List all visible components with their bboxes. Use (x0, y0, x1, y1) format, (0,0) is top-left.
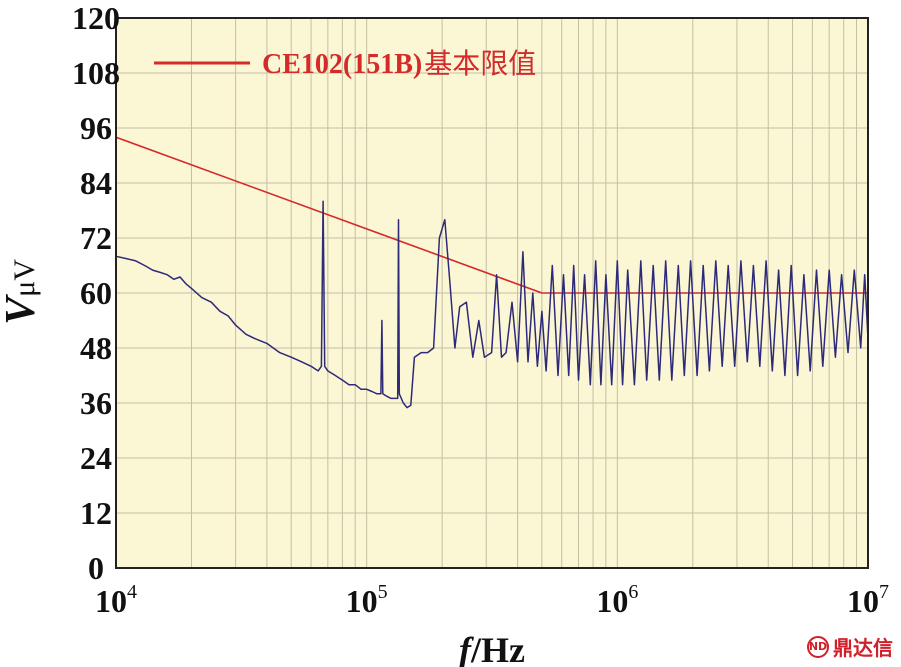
legend: CE102(151B)基本限值 (154, 48, 536, 80)
legend-label-latin: CE102(151B) (262, 49, 422, 80)
y-tick-label: 48 (80, 330, 112, 366)
watermark-logo-icon: ND (807, 635, 829, 658)
legend-label-cjk: 基本限值 (424, 48, 536, 80)
x-tick-label: 107 (847, 581, 889, 619)
y-tick-label: 96 (80, 110, 112, 146)
x-tick-label: 106 (596, 581, 638, 619)
y-tick-label: 36 (80, 385, 112, 421)
y-tick-label: 108 (72, 55, 120, 91)
series-line-limit (115, 136, 868, 294)
y-tick-label: 72 (80, 220, 112, 256)
y-tick-label: 12 (80, 495, 112, 531)
series-line-measured (115, 200, 869, 409)
x-axis-title: f/Hz (459, 630, 525, 667)
y-tick-label: 24 (80, 440, 112, 476)
y-tick-label: 0 (88, 550, 104, 586)
y-tick-label: 60 (80, 275, 112, 311)
y-axis-title-symbol: V (0, 294, 44, 325)
y-tick-label: 84 (80, 165, 112, 201)
legend-label-limit: CE102(151B)基本限值 (262, 48, 536, 80)
x-axis-title-unit: /Hz (470, 630, 525, 667)
plot-frame (115, 17, 869, 569)
y-tick-label: 120 (72, 0, 120, 36)
y-axis-title-unit: μV (8, 259, 41, 297)
x-axis-title-symbol: f (459, 630, 474, 667)
x-tick-label: 104 (95, 581, 137, 619)
series-layer (115, 136, 869, 409)
watermark-text: 鼎达信 (833, 636, 893, 660)
svg-text:VμV: VμV (0, 259, 44, 325)
watermark: ND 鼎达信 (807, 632, 893, 661)
x-tick-labels: 104 105 106 107 (95, 581, 889, 619)
x-tick-label: 105 (346, 581, 388, 619)
y-axis-title: VμV (0, 259, 44, 325)
y-tick-labels: 0 12 24 36 48 60 72 84 96 108 120 (72, 0, 120, 586)
